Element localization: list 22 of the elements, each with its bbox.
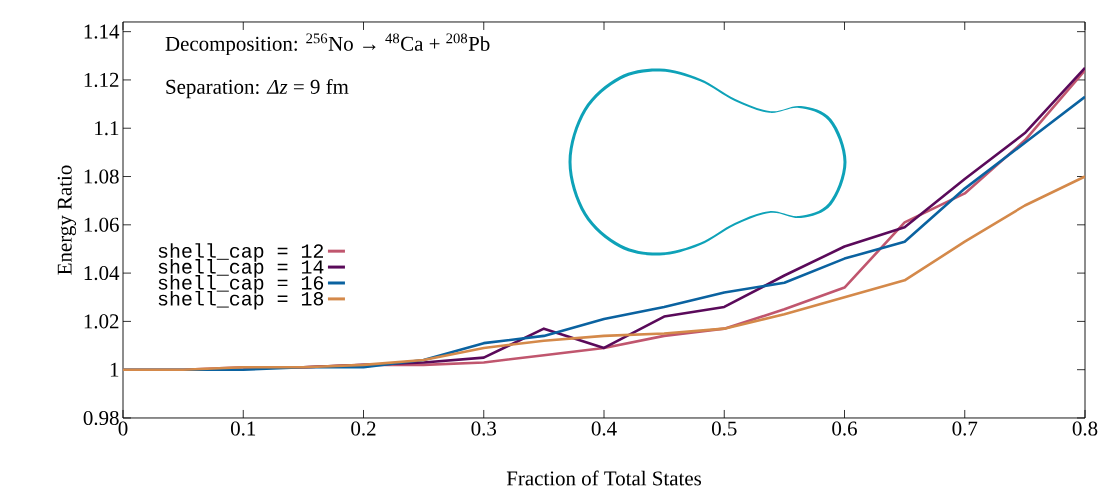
x-axis-title: Fraction of Total States xyxy=(506,470,702,486)
x-tick-label: 0.4 xyxy=(591,421,617,436)
x-tick-label: 0.5 xyxy=(711,421,737,436)
y-tick-label: 1.08 xyxy=(84,169,119,184)
x-tick-label: 0 xyxy=(118,421,128,436)
y-tick-label: 1.14 xyxy=(84,24,120,39)
x-tick-label: 0.8 xyxy=(1072,421,1098,436)
x-tick-label: 0.7 xyxy=(952,421,978,436)
y-tick-label: 1.12 xyxy=(84,72,119,88)
y-tick-label: 1.1 xyxy=(95,121,119,136)
y-axis-title: Energy Ratio xyxy=(57,165,77,275)
x-tick-label: 0.3 xyxy=(471,421,497,436)
annotation: Separation: Δz = 9 fm xyxy=(166,78,349,99)
x-tick-label: 0.6 xyxy=(832,421,857,436)
annotation: Decomposition: $^{256}$No → $^{48}$Ca + $^{208}$Pb xyxy=(165,33,490,56)
y-tick-label: 0.98 xyxy=(83,410,119,426)
y-tick-label: 1.06 xyxy=(84,217,119,232)
y-tick-label: 1 xyxy=(110,362,119,377)
y-tick-label: 1.04 xyxy=(84,266,120,281)
x-tick-label: 0.2 xyxy=(351,421,376,436)
y-tick-label: 1.02 xyxy=(84,314,119,329)
x-tick-label: 0.1 xyxy=(230,421,256,436)
